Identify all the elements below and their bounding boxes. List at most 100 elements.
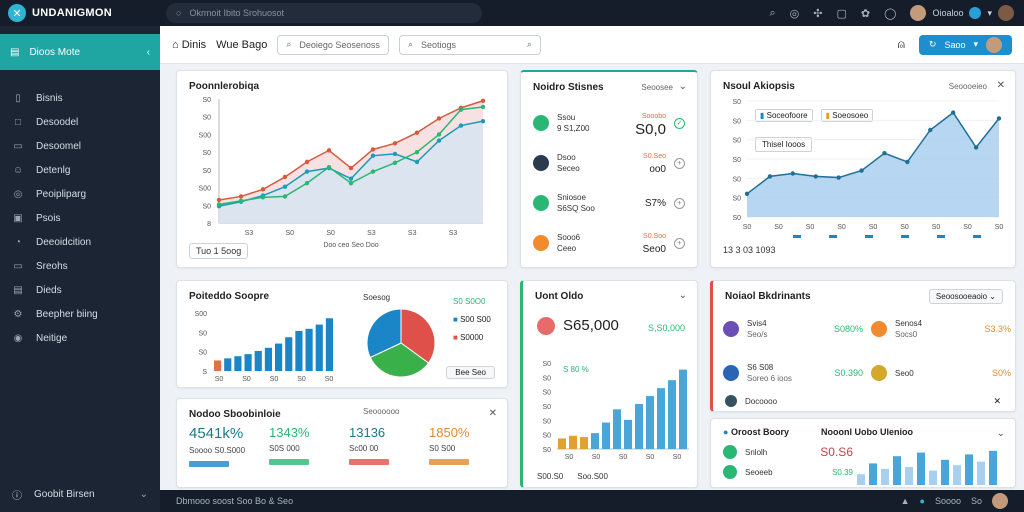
list-item[interactable]: Svis4 Seo/s S080% [723,315,863,343]
legend-item[interactable]: ▮ Soeosoeo [820,109,874,122]
stat-sub: Soooo S0.S000 [189,446,246,455]
sidebar-item[interactable]: □ Desoodel [0,110,160,134]
sidebar-footer[interactable]: ⓘ Goobit Birsen ⌄ [12,489,148,502]
status-bar: Dbmooo soost Soo Bo & Seo ▲ ● Soooo So [160,490,1024,512]
legend: S0 S0O0 ■ S00 S00 ■ S0000 [453,293,491,347]
kpi-row[interactable]: Sooo6 Ceeo S0.Soo Seo0 + [533,226,685,260]
details-button[interactable]: Bee Seo [446,366,495,379]
data-point [348,176,354,181]
top-search-input[interactable]: ○ Okrmoit Ibito Srohuosot [166,3,482,23]
dashboard-icon: ▤ [10,46,20,58]
clock-icon: ◔ [14,236,22,248]
briefcase-icon: ▭ [13,140,23,152]
bar [275,343,283,371]
kpi-row[interactable]: Ssou 9 S1,Z00 Sooobo S0,0 ✓ [533,106,685,140]
sidebar-item[interactable]: ◉ Neitige [13,332,68,344]
user-menu[interactable]: Oioaloo ▾ [910,5,1014,21]
scroll-marker [937,235,945,238]
series-line [746,111,1000,195]
search-icon[interactable]: ⌕ [769,6,776,19]
sidebar-item[interactable]: ▣ Psois [13,212,61,224]
pie-slice [369,342,430,378]
list-item[interactable]: S6 S08 Soreo 6 ioos S0.390 [723,359,863,387]
kpi-value: S7% [644,197,666,209]
close-icon[interactable]: ✕ [996,80,1005,91]
sidebar-header[interactable]: ▤ Dioos Mote ‹ [0,34,160,70]
chevron-down-icon[interactable]: ⌄ [996,428,1005,439]
plus-icon[interactable]: + [674,157,685,169]
stat-bar [189,461,229,467]
y-tick-label: S0 [732,157,741,164]
chevron-down-icon[interactable]: ⌄ [678,290,687,301]
list-item[interactable]: Snlolh S0.S6 [723,445,853,459]
bar-chart: S0 S0 S0 S0 S0 S0 S0 S0 S0 S0 S0 S0 [542,361,689,461]
stat-value: 4541k% [189,425,244,442]
breadcrumb[interactable]: Wue Bago [216,38,268,51]
list-item[interactable]: Senos4 Socs0 S3.3% [871,315,1011,343]
puzzle-icon[interactable]: ✿ [860,7,871,20]
list-item[interactable]: Seo0 S0% [871,359,1011,387]
scroll-marker [973,235,981,238]
avatar [992,493,1008,509]
period-dropdown[interactable]: Seoosee [641,83,673,92]
sidebar-item[interactable]: ▤ Dieds [13,284,62,296]
card-footer: 13 3 03 1093 [723,245,776,255]
chevron-down-icon[interactable]: ⌄ [678,81,687,92]
item-label: Senos4 Socs0 [895,319,923,339]
chevron-left-icon[interactable]: ‹ [146,46,150,58]
kpi-row[interactable]: Sniosoe S6SQ Soo S7% + [533,186,685,220]
item-value: S0.S6 [820,445,853,459]
period-dropdown[interactable]: Seoooooo [363,407,400,416]
check-icon[interactable]: ✓ [674,117,685,129]
bell-icon[interactable]: ▢ [836,7,847,20]
card-title: Uont Oldo [535,291,584,302]
user-icon: ☺ [12,164,24,176]
period-dropdown[interactable]: Seoooeieo [948,82,987,91]
area-fill [747,112,999,217]
bar [254,350,262,371]
sidebar-item[interactable]: ◔ Deeoidcition [0,230,160,254]
kpi-label: Dsoo Seceo [557,153,580,173]
card-title: Noiaol Bkdrinants [725,291,811,302]
y-tick-label: S0 [732,215,741,222]
globe-icon[interactable]: ◎ [789,7,800,20]
legend-item[interactable]: ▮ Soceofoore [755,109,813,122]
plus-icon[interactable]: + [674,197,685,209]
filter-dropdown[interactable]: ⌕ Deoiego Seosenoss [277,34,389,55]
close-icon[interactable]: ✕ [488,408,497,419]
logo[interactable]: ✕ UNDANIGMON [0,4,160,22]
sidebar-item[interactable]: ▭ Sreohs [13,260,68,272]
card-footer[interactable]: Tuo 1 5oog [189,243,249,259]
card-title: Poonnlerobiqa [189,81,259,92]
period-dropdown[interactable]: Seoosooeaoio ⌄ [928,289,1003,304]
user-icon[interactable]: ⍝ [897,37,905,51]
help-icon[interactable]: ◯ [884,7,897,20]
list-item[interactable]: Seoeeb S0.39 [723,465,853,479]
settings-icon[interactable]: ✣ [813,7,823,20]
data-point [282,194,288,199]
sidebar-list: ▯ Bisnis □ Desoodel ▭ Desoomel ☺ Detenlg ◎ Pe… [0,86,160,350]
document-icon: ▯ [15,92,21,104]
settings-search-input[interactable]: ⌕ Seotiogs ⌕ [398,34,541,55]
y-tick-label: S0 [732,196,741,203]
y-tick-label: S0 [732,99,741,106]
kpi-label: Ssou 9 S1,Z00 [557,113,590,133]
sidebar-item[interactable]: ▭ Desoomel [13,140,82,152]
stat-value: 1850% [429,425,470,440]
plus-icon[interactable]: + [674,237,685,249]
bar [315,324,323,371]
item-value: S0.390 [834,368,863,378]
sidebar-item[interactable]: ▯ Bisnis [0,86,160,110]
close-icon[interactable]: ✕ [993,396,1001,406]
kpi-row[interactable]: Dsoo Seceo S0.Seo oo0 + [533,146,685,180]
save-button[interactable]: ↻ Saoo ▾ [918,34,1012,55]
sidebar-item[interactable]: ☺ Detenlg [12,164,71,176]
sidebar-item[interactable]: ◎ Peoipliparg [13,188,87,200]
item-label: Seoeeb [745,467,773,477]
y-tick-label: S0 [198,330,207,337]
bar [305,328,313,371]
refresh-icon: ↻ [928,39,937,49]
avatar [986,36,1002,53]
x-tick-label: S3 [245,230,254,237]
sidebar-item[interactable]: ⚙ Beepher biing [13,308,98,320]
